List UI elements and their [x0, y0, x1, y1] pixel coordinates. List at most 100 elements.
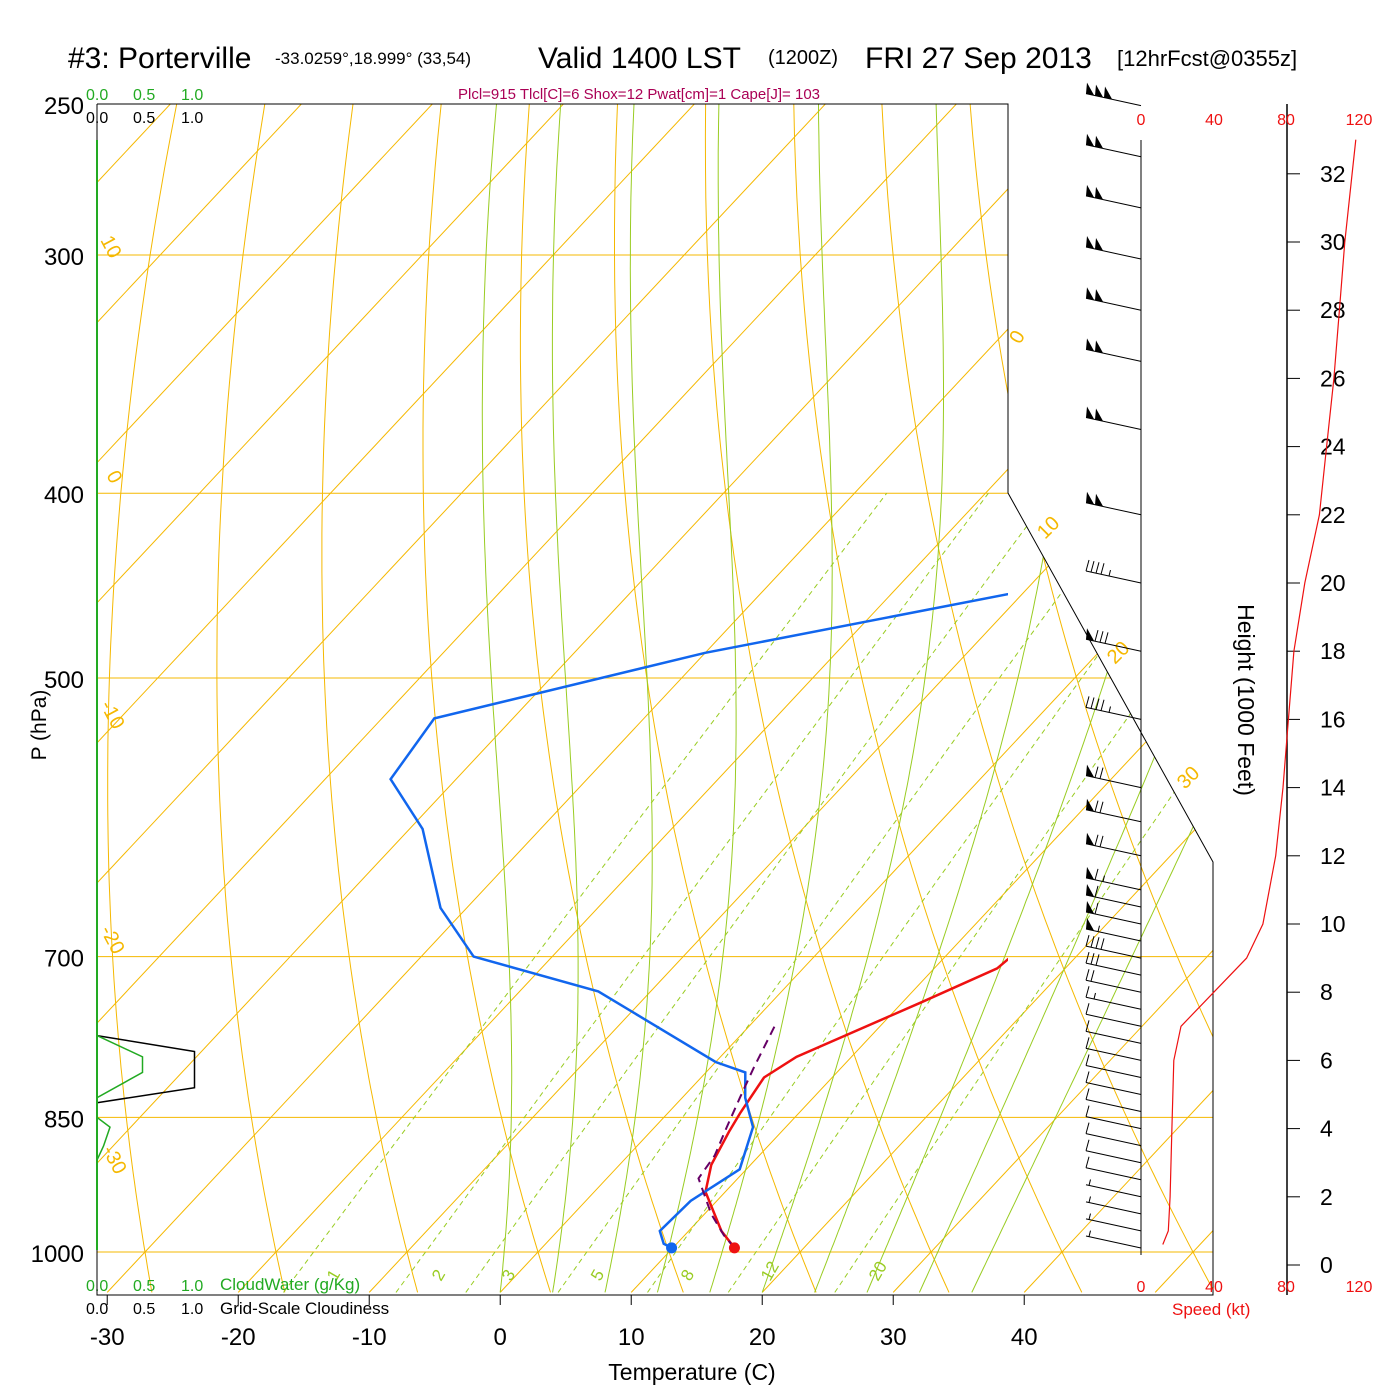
y-tick-label: 500: [44, 667, 84, 694]
height-tick-label: 4: [1320, 1116, 1333, 1142]
isotherm-label: -20: [96, 922, 129, 958]
wind-barb: [1085, 1071, 1142, 1095]
barb-feather: [1099, 631, 1104, 643]
height-tick-label: 28: [1320, 297, 1346, 323]
speed-tick-label-top: 120: [1346, 112, 1373, 129]
barb-staff: [1085, 1167, 1142, 1181]
isotherm-label: 20: [1103, 637, 1134, 668]
barb-staff: [1085, 1064, 1142, 1078]
parcel-profile: [697, 1024, 777, 1249]
x-tick-label: 30: [880, 1324, 907, 1351]
speed-axis-title: Speed (kt): [1172, 1300, 1250, 1319]
barb-staff: [1085, 962, 1142, 976]
sounding-profiles: [389, 592, 1008, 1254]
cloud-axis-label-top: 1.0: [181, 87, 203, 104]
mixing-ratio-line: [557, 492, 1135, 1293]
barb-staff: [1085, 297, 1142, 311]
wind-barb: [1085, 1003, 1142, 1027]
wind-barb: [1085, 1054, 1142, 1078]
dry-adiabat: [792, 104, 1083, 1293]
wind-barb: [1085, 934, 1142, 959]
dry-adiabat: [216, 104, 286, 1293]
barb-half-feather: [1088, 1179, 1091, 1186]
barb-feather: [1085, 1139, 1090, 1151]
y-tick-label: 400: [44, 482, 84, 509]
barb-half-feather: [1088, 1213, 1091, 1220]
height-tick-label: 20: [1320, 570, 1346, 596]
wind-speed-profile: [1162, 139, 1357, 1245]
cloudiness-axis-label-bottom: 0.0: [86, 1301, 108, 1318]
wind-barb: [1085, 1020, 1142, 1044]
barb-feather: [1085, 1105, 1090, 1117]
mixing-ratio-label: 8: [677, 1266, 698, 1284]
wind-barb: [1085, 1037, 1142, 1061]
dry-adiabat: [967, 104, 1213, 1293]
barb-flag: [1095, 135, 1103, 149]
barb-feather: [1090, 697, 1095, 709]
barb-feather: [1095, 562, 1100, 574]
cloud-axis-label-top: 0.0: [86, 87, 108, 104]
wind-barb: [1085, 952, 1142, 976]
mixing-ratio-line: [727, 492, 1213, 1293]
wind-barb: [1085, 918, 1142, 942]
cloud-axis-label-top: 0.5: [133, 87, 155, 104]
cloudiness-axis-label-bottom: 0.5: [133, 1301, 155, 1318]
barb-staff: [1085, 1030, 1142, 1044]
frame-outline: [96, 103, 1214, 1296]
isotherm: [97, 104, 203, 1293]
cloudwater-label: CloudWater (g/Kg): [220, 1275, 360, 1294]
barb-flag: [1095, 408, 1103, 422]
height-axis-title: Height (1000 Feet): [1233, 604, 1259, 796]
wind-panel: 0246810121416182022242628303200404080801…: [1085, 82, 1373, 1296]
wind-barb: [1085, 133, 1142, 158]
height-tick-label: 24: [1320, 434, 1346, 460]
barb-flag: [1095, 186, 1103, 200]
barb-half-feather: [1108, 569, 1111, 577]
isotherm: [97, 104, 727, 1293]
isotherm: [499, 104, 1213, 1293]
barb-feather: [1099, 835, 1104, 848]
surface-dewpoint-dot: [666, 1242, 678, 1254]
barb-feather: [1104, 632, 1109, 644]
valid-date: FRI 27 Sep 2013: [865, 42, 1092, 75]
x-tick-label: -20: [221, 1324, 256, 1351]
mixing-ratio-line: [834, 492, 1213, 1293]
barb-feather: [1085, 1003, 1090, 1015]
barb-feather: [1095, 954, 1100, 966]
wind-barb: [1085, 901, 1142, 925]
barb-half-feather: [1088, 1230, 1091, 1237]
y-tick-label: 850: [44, 1106, 84, 1133]
dry-adiabat: [321, 104, 419, 1293]
barb-feather: [1085, 1071, 1090, 1083]
moist-adiabat: [481, 104, 513, 1293]
barb-feather: [1090, 560, 1095, 573]
barb-flag: [1086, 798, 1094, 812]
moist-adiabat: [814, 104, 1075, 1293]
barb-staff: [1085, 979, 1142, 993]
wind-barb: [1085, 491, 1142, 516]
barb-flag: [1086, 832, 1094, 846]
barb-staff: [1085, 1099, 1142, 1113]
height-tick-label: 30: [1320, 229, 1346, 255]
wind-barb: [1085, 764, 1142, 789]
dry-adiabat: [1054, 104, 1213, 1293]
barb-flag: [1086, 338, 1094, 351]
barb-flag: [1095, 340, 1103, 353]
barb-staff: [1085, 195, 1142, 209]
dry-adiabat: [519, 104, 684, 1293]
barb-feather: [1085, 559, 1090, 572]
isotherm-label: 10: [1033, 512, 1064, 543]
isotherm: [630, 104, 1213, 1293]
temperature-profile: [704, 957, 1008, 1249]
cloudiness-axis-label-bottom: 1.0: [181, 1301, 203, 1318]
height-tick-label: 16: [1320, 706, 1346, 732]
barb-feather: [1090, 953, 1095, 965]
barb-feather: [1085, 1054, 1090, 1066]
barb-staff: [1085, 1013, 1142, 1027]
height-tick-label: 32: [1320, 161, 1346, 187]
y-tick-label: 250: [44, 93, 84, 120]
x-tick-label: -30: [90, 1324, 125, 1351]
wind-barb: [1085, 1230, 1142, 1249]
barb-staff: [1085, 144, 1142, 158]
